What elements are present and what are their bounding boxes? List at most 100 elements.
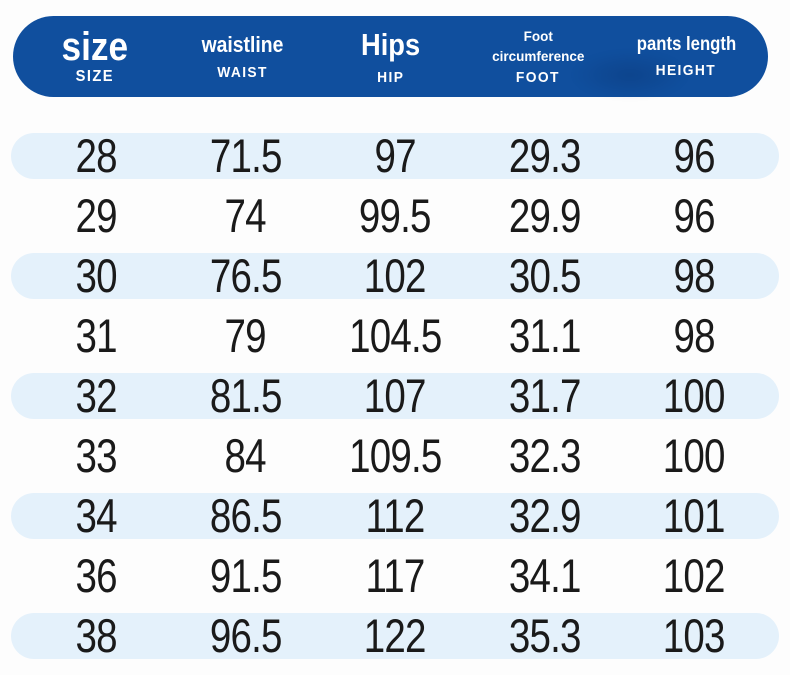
table-cell: 107 (320, 369, 470, 422)
cell-value: 122 (364, 609, 427, 662)
cell-value: 96 (673, 129, 716, 182)
column-primary-label: size (57, 24, 133, 69)
table-cell: 122 (320, 609, 470, 662)
column-primary-text: pants length (636, 34, 736, 55)
table-cell: 102 (619, 549, 769, 602)
table-row: 36 91.5 117 34.1 102 (11, 549, 779, 602)
cell-value: 109.5 (348, 429, 442, 482)
cell-value: 34.1 (508, 549, 582, 602)
cell-value: 31.1 (508, 309, 582, 362)
table-row: 30 76.5 102 30.5 98 (11, 249, 779, 302)
table-cell: 31.7 (470, 369, 620, 422)
table-row: 34 86.5 112 32.9 101 (11, 489, 779, 542)
table-cell: 34.1 (470, 549, 620, 602)
cell-value: 99.5 (359, 189, 432, 242)
cell-value: 101 (663, 489, 726, 542)
cell-value: 103 (663, 609, 726, 662)
cell-value: 96.5 (209, 609, 283, 662)
column-secondary-label: HIP (376, 69, 405, 86)
cell-value: 98 (673, 249, 716, 302)
cell-value: 76.5 (209, 249, 283, 302)
table-header: size SIZE waistline WAIST Hips HIP Foot … (13, 16, 768, 100)
column-header-foot: Foot circumference FOOT (464, 27, 612, 86)
table-cell: 33 (21, 429, 171, 482)
cell-value: 32.9 (508, 489, 582, 542)
cell-value: 32.3 (508, 429, 582, 482)
table-cell: 29.3 (470, 132, 620, 179)
column-header-hip: Hips HIP (317, 27, 465, 86)
table-cell: 30.5 (470, 249, 620, 302)
table-cell: 84 (171, 429, 321, 482)
cell-value: 29 (75, 189, 117, 242)
column-secondary-label: HEIGHT (655, 62, 717, 79)
column-primary-label: waistline (196, 32, 289, 58)
table-cell: 100 (619, 429, 769, 482)
table-cell: 31 (21, 309, 171, 362)
table-cell: 29 (21, 189, 171, 242)
table-row: 29 74 99.5 29.9 96 (11, 189, 779, 242)
table-cell: 32 (21, 372, 171, 419)
table-cell: 34 (21, 489, 171, 542)
column-primary-text: size (61, 24, 129, 69)
cell-value: 96 (673, 189, 716, 242)
cell-value: 30 (75, 249, 117, 302)
table-cell: 30 (21, 249, 171, 302)
table-body: 28 71.5 97 29.3 96 29 74 99.5 29.9 96 30 76.5 102 30.… (0, 129, 790, 673)
table-cell: 91.5 (171, 549, 321, 602)
column-primary-text: waistline (201, 32, 284, 57)
column-primary-text: Hips (360, 27, 421, 62)
table-cell: 117 (320, 549, 470, 602)
table-cell: 99.5 (320, 189, 470, 242)
cell-value: 30.5 (508, 249, 582, 302)
cell-value: 74 (224, 189, 267, 242)
table-cell: 81.5 (171, 372, 321, 419)
table-cell: 32.9 (470, 489, 620, 542)
table-cell: 98 (619, 309, 769, 362)
table-cell: 96 (619, 189, 769, 242)
cell-value: 71.5 (209, 129, 283, 182)
table-cell: 86.5 (171, 492, 321, 539)
table-cell: 35.3 (470, 609, 620, 662)
table-row: 28 71.5 97 29.3 96 (11, 129, 779, 182)
cell-value: 100 (663, 429, 726, 482)
table-cell: 103 (619, 609, 769, 662)
column-primary-label: Hips (357, 27, 424, 63)
table-cell: 97 (320, 129, 470, 182)
cell-value: 91.5 (209, 549, 283, 602)
cell-value: 117 (365, 549, 425, 602)
table-cell: 74 (171, 189, 321, 242)
table-cell: 100 (619, 372, 769, 419)
table-cell: 28 (21, 129, 171, 182)
cell-value: 35.3 (508, 609, 582, 662)
table-cell: 109.5 (320, 429, 470, 482)
cell-value: 34 (75, 489, 117, 542)
column-primary-label: pants length (630, 34, 743, 56)
cell-value: 33 (75, 429, 117, 482)
cell-value: 112 (365, 489, 425, 542)
table-cell: 112 (320, 489, 470, 542)
cell-value: 31 (75, 309, 117, 362)
column-secondary-label: FOOT (516, 69, 561, 87)
cell-value: 38 (75, 609, 117, 662)
table-cell: 38 (21, 609, 171, 662)
table-cell: 32.3 (470, 429, 620, 482)
cell-value: 29.9 (508, 189, 582, 242)
cell-value: 107 (364, 369, 427, 422)
cell-value: 36 (75, 549, 117, 602)
table-cell: 71.5 (171, 129, 321, 182)
cell-value: 102 (663, 549, 726, 602)
column-primary-label: Foot circumference (492, 28, 585, 64)
table-cell: 104.5 (320, 309, 470, 362)
cell-value: 28 (75, 129, 117, 182)
column-secondary-label: WAIST (217, 64, 268, 81)
table-cell: 36 (21, 549, 171, 602)
table-row: 32 81.5 107 31.7 100 (11, 369, 779, 422)
column-header-waist: waistline WAIST (169, 32, 317, 81)
cell-value: 31.7 (508, 369, 582, 422)
cell-value: 104.5 (348, 309, 442, 362)
cell-value: 98 (673, 309, 716, 362)
cell-value: 97 (374, 129, 416, 182)
cell-value: 84 (224, 429, 267, 482)
table-cell: 29.9 (470, 189, 620, 242)
